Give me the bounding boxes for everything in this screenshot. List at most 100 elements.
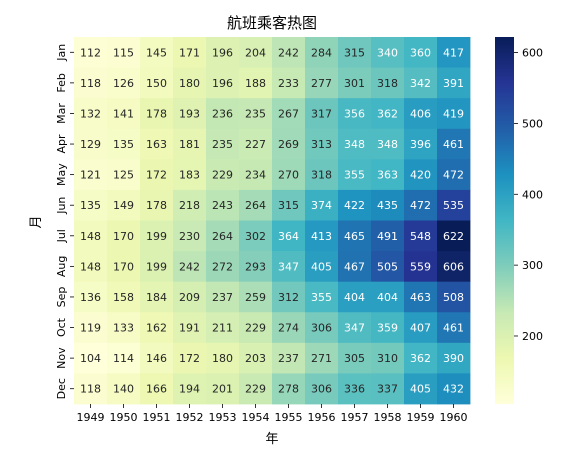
cell-value-label: 622 xyxy=(443,230,464,243)
heatmap-cell xyxy=(338,373,372,405)
cell-value-label: 172 xyxy=(179,352,200,365)
heatmap-cell xyxy=(206,312,240,344)
cell-value-label: 237 xyxy=(212,291,233,304)
cell-value-label: 435 xyxy=(377,199,398,212)
heatmap-cell xyxy=(74,312,108,344)
heatmap-cell xyxy=(140,373,174,405)
cell-value-label: 170 xyxy=(113,260,134,273)
heatmap-cell xyxy=(239,220,273,252)
cell-value-label: 229 xyxy=(212,169,233,182)
heatmap-cell xyxy=(404,189,438,221)
colorbar: 200 300 400 500 600 xyxy=(495,37,543,404)
heatmap-cell xyxy=(239,159,273,191)
cell-value-label: 242 xyxy=(179,260,200,273)
cell-value-label: 267 xyxy=(278,107,299,120)
heatmap-cell xyxy=(206,67,240,99)
cell-value-label: 420 xyxy=(410,169,431,182)
heatmap-cell xyxy=(107,98,141,130)
y-tick-label: Apr xyxy=(55,134,68,154)
cell-value-label: 337 xyxy=(377,383,398,396)
heatmap-cell xyxy=(107,342,141,374)
cell-value-label: 235 xyxy=(245,107,266,120)
cell-value-label: 405 xyxy=(311,260,332,273)
y-tick-label: May xyxy=(55,163,68,186)
heatmap-cell xyxy=(437,312,471,344)
cell-value-label: 171 xyxy=(179,46,200,59)
y-tick-label: Jun xyxy=(55,197,68,215)
heatmap-cell xyxy=(107,220,141,252)
cell-value-label: 229 xyxy=(245,322,266,335)
cell-value-label: 211 xyxy=(212,322,233,335)
cell-value-label: 148 xyxy=(80,230,101,243)
cell-value-label: 306 xyxy=(311,383,332,396)
cell-value-label: 172 xyxy=(146,169,167,182)
heatmap-cell xyxy=(107,67,141,99)
cell-value-label: 362 xyxy=(377,107,398,120)
cell-value-label: 363 xyxy=(377,169,398,182)
cell-value-label: 230 xyxy=(179,230,200,243)
cell-value-label: 243 xyxy=(212,199,233,212)
heatmap-cell xyxy=(206,251,240,283)
cell-value-label: 136 xyxy=(80,291,101,304)
heatmap-cell xyxy=(173,312,207,344)
heatmap-cell xyxy=(404,128,438,160)
cell-value-label: 181 xyxy=(179,138,200,151)
heatmap-cell xyxy=(140,98,174,130)
cell-value-label: 264 xyxy=(245,199,266,212)
y-tick-label: Feb xyxy=(55,73,68,92)
heatmap-cell xyxy=(107,159,141,191)
cell-value-label: 194 xyxy=(179,383,200,396)
heatmap-cell xyxy=(74,128,108,160)
cell-value-label: 277 xyxy=(311,77,332,90)
cell-value-label: 104 xyxy=(80,352,101,365)
cell-value-label: 235 xyxy=(212,138,233,151)
heatmap-cell xyxy=(239,342,273,374)
y-axis: Jan Feb Mar Apr May Jun Jul Aug Sep Oct Nov Dec xyxy=(55,44,74,399)
heatmap-cell xyxy=(74,251,108,283)
heatmap-cell xyxy=(107,312,141,344)
cell-value-label: 166 xyxy=(146,383,167,396)
cell-value-label: 347 xyxy=(278,260,299,273)
cell-value-label: 119 xyxy=(80,322,101,335)
x-tick-label: 1953 xyxy=(209,411,237,424)
heatmap-cell xyxy=(272,373,306,405)
x-tick-label: 1956 xyxy=(308,411,336,424)
cell-value-label: 135 xyxy=(80,199,101,212)
cell-value-label: 461 xyxy=(443,322,464,335)
cell-value-label: 234 xyxy=(245,169,266,182)
cell-value-label: 135 xyxy=(113,138,134,151)
cell-value-label: 315 xyxy=(278,199,299,212)
cell-value-label: 199 xyxy=(146,230,167,243)
cell-value-label: 293 xyxy=(245,260,266,273)
cell-value-label: 132 xyxy=(80,107,101,120)
heatmap-cell xyxy=(272,281,306,313)
y-tick-label: Mar xyxy=(55,103,68,124)
heatmap-cell xyxy=(404,98,438,130)
heatmap-cell xyxy=(371,67,405,99)
cell-value-label: 270 xyxy=(278,169,299,182)
cell-value-label: 606 xyxy=(443,260,464,273)
cell-value-label: 271 xyxy=(311,352,332,365)
y-tick-label: Oct xyxy=(55,317,68,337)
colorbar-tick-label: 500 xyxy=(522,117,543,130)
heatmap-cell xyxy=(305,67,339,99)
cell-value-label: 236 xyxy=(212,107,233,120)
y-tick-label: Sep xyxy=(55,287,68,308)
cell-value-label: 199 xyxy=(146,260,167,273)
cell-value-label: 505 xyxy=(377,260,398,273)
heatmap-cell xyxy=(371,220,405,252)
heatmap-cell xyxy=(140,128,174,160)
cell-value-label: 201 xyxy=(212,383,233,396)
heatmap-cell xyxy=(437,98,471,130)
heatmap-cell xyxy=(239,312,273,344)
cell-value-label: 180 xyxy=(212,352,233,365)
heatmap-cell xyxy=(305,37,339,68)
cell-value-label: 259 xyxy=(245,291,266,304)
cell-value-label: 141 xyxy=(113,107,134,120)
cell-value-label: 188 xyxy=(245,77,266,90)
heatmap-cell xyxy=(173,159,207,191)
heatmap-cell xyxy=(239,251,273,283)
heatmap-cell xyxy=(173,37,207,68)
heatmap-cell xyxy=(272,251,306,283)
x-tick-label: 1959 xyxy=(407,411,435,424)
